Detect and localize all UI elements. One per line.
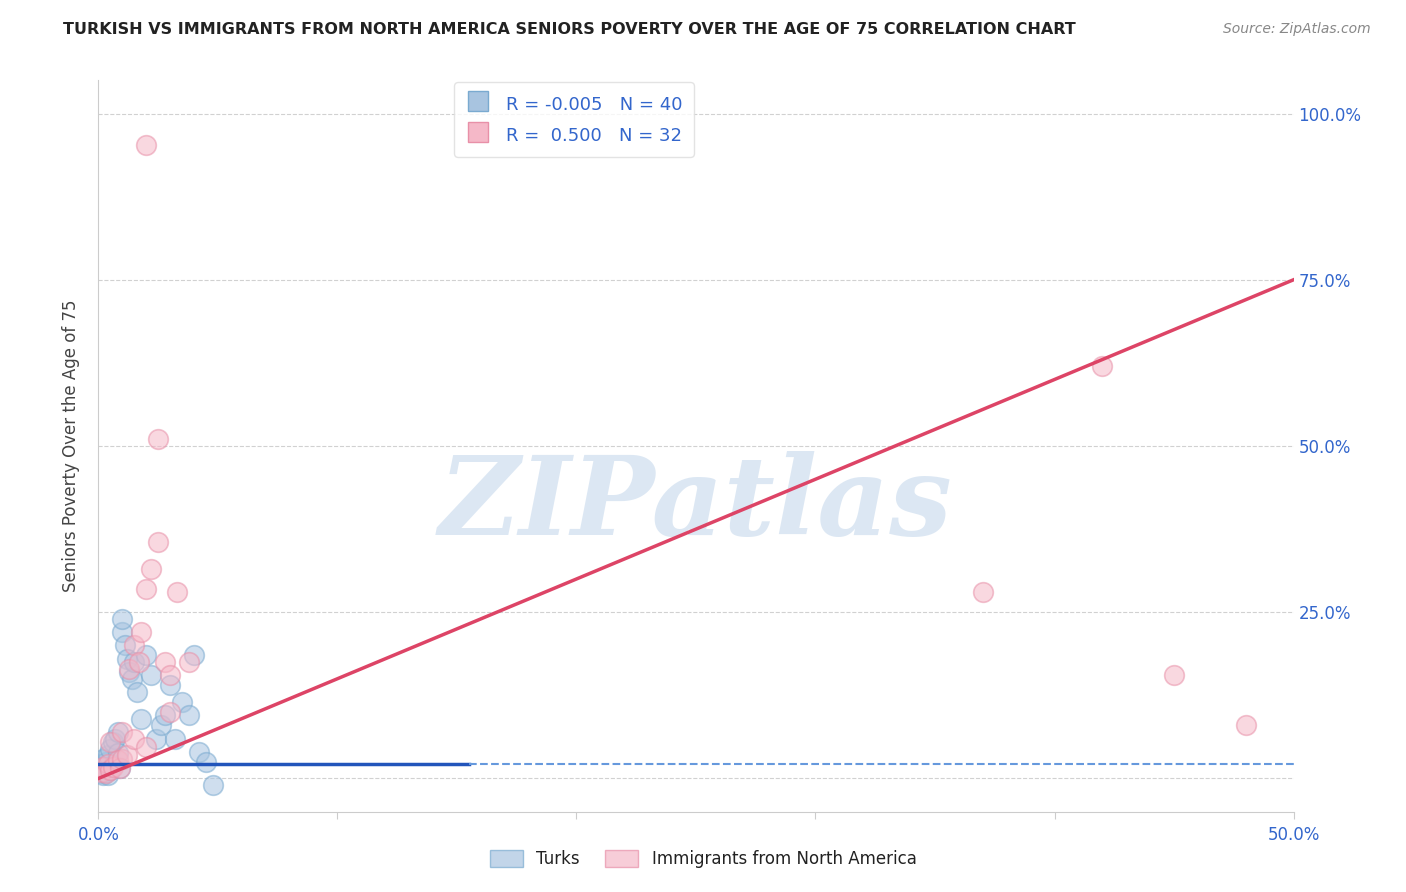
Point — [91, 759, 114, 773]
Point — [125, 685, 148, 699]
Text: TURKISH VS IMMIGRANTS FROM NORTH AMERICA SENIORS POVERTY OVER THE AGE OF 75 CORR: TURKISH VS IMMIGRANTS FROM NORTH AMERICA… — [63, 22, 1076, 37]
Point — [90, 764, 112, 779]
Point — [90, 756, 112, 771]
Point — [128, 655, 150, 669]
Point — [1163, 668, 1185, 682]
Point — [97, 748, 120, 763]
Point — [94, 766, 117, 780]
Point — [94, 764, 117, 779]
Point — [148, 535, 170, 549]
Point — [159, 668, 181, 682]
Point — [111, 725, 134, 739]
Point — [139, 668, 162, 682]
Point — [166, 585, 188, 599]
Point — [179, 708, 201, 723]
Point — [91, 759, 114, 773]
Point — [159, 678, 181, 692]
Point — [118, 665, 141, 679]
Point — [104, 731, 127, 746]
Point — [124, 731, 146, 746]
Point — [149, 718, 172, 732]
Point — [179, 655, 201, 669]
Point — [98, 764, 122, 778]
Point — [108, 762, 131, 776]
Point — [131, 625, 153, 640]
Point — [91, 751, 114, 765]
Legend: R = -0.005   N = 40, R =  0.500   N = 32: R = -0.005 N = 40, R = 0.500 N = 32 — [454, 82, 693, 157]
Point — [135, 739, 157, 754]
Point — [90, 766, 112, 780]
Point — [98, 735, 122, 749]
Point — [139, 562, 162, 576]
Point — [118, 662, 141, 676]
Legend: Turks, Immigrants from North America: Turks, Immigrants from North America — [482, 843, 924, 875]
Point — [94, 755, 117, 769]
Point — [124, 655, 146, 669]
Point — [202, 778, 225, 792]
Point — [159, 705, 181, 719]
Point — [1091, 359, 1114, 374]
Point — [172, 695, 194, 709]
Point — [107, 746, 129, 760]
Point — [90, 762, 112, 776]
Point — [115, 652, 138, 666]
Point — [101, 735, 124, 749]
Point — [98, 764, 122, 778]
Point — [91, 768, 114, 782]
Point — [97, 756, 120, 771]
Point — [135, 582, 157, 596]
Point — [155, 708, 177, 723]
Point — [135, 648, 157, 663]
Point — [111, 625, 134, 640]
Point — [163, 731, 186, 746]
Y-axis label: Seniors Poverty Over the Age of 75: Seniors Poverty Over the Age of 75 — [62, 300, 80, 592]
Point — [97, 768, 120, 782]
Point — [145, 731, 167, 746]
Point — [101, 758, 124, 772]
Point — [111, 612, 134, 626]
Point — [107, 725, 129, 739]
Point — [107, 753, 129, 767]
Point — [98, 741, 122, 756]
Point — [148, 433, 170, 447]
Point — [972, 585, 994, 599]
Point — [101, 759, 124, 773]
Text: ZIPatlas: ZIPatlas — [439, 450, 953, 558]
Point — [183, 648, 205, 663]
Point — [124, 639, 146, 653]
Point — [115, 748, 138, 763]
Point — [135, 138, 157, 153]
Point — [195, 755, 218, 769]
Point — [114, 639, 136, 653]
Point — [131, 712, 153, 726]
Point — [111, 751, 134, 765]
Point — [1234, 718, 1257, 732]
Point — [108, 762, 131, 776]
Point — [155, 655, 177, 669]
Point — [187, 745, 209, 759]
Point — [121, 672, 143, 686]
Text: Source: ZipAtlas.com: Source: ZipAtlas.com — [1223, 22, 1371, 37]
